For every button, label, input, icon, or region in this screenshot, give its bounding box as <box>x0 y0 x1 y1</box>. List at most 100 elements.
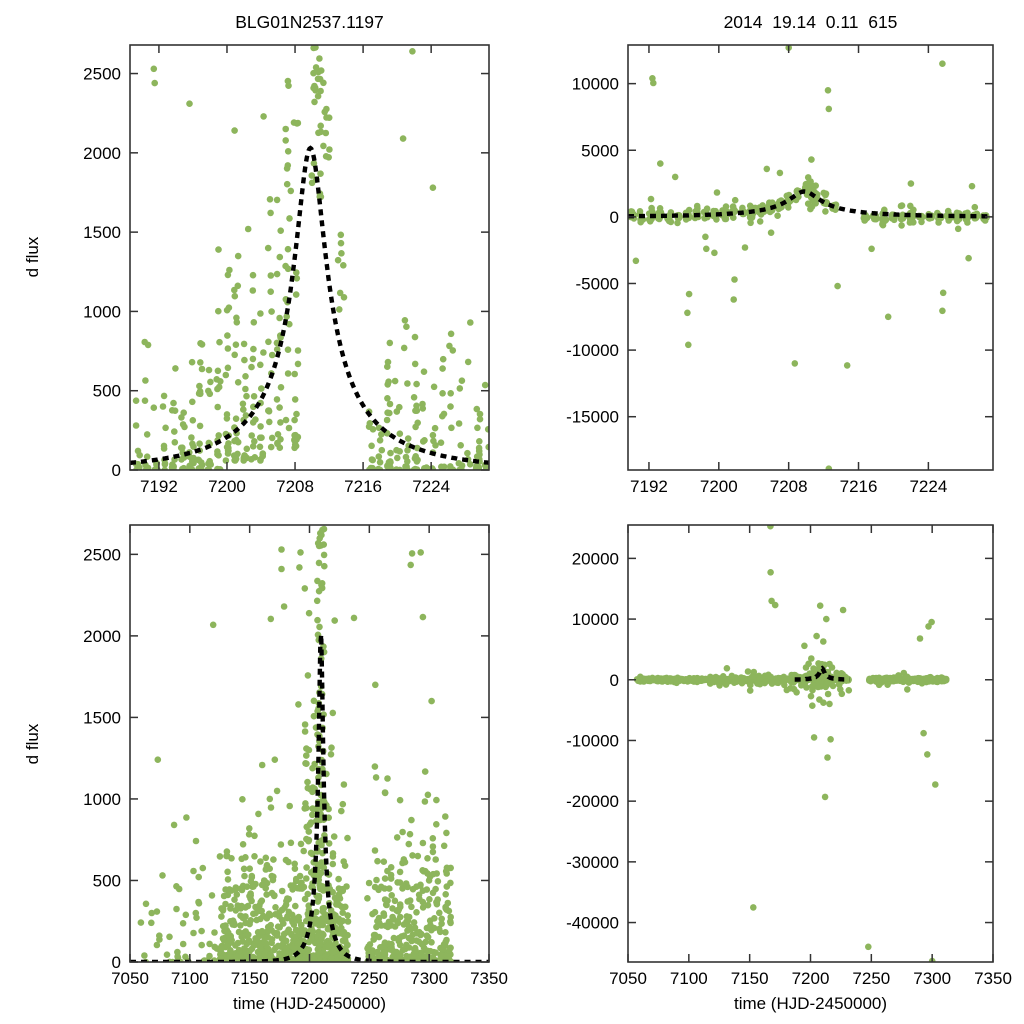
data-point <box>311 82 318 90</box>
data-point <box>447 403 454 410</box>
data-point <box>303 864 310 871</box>
data-point <box>250 403 257 411</box>
data-point <box>329 860 337 868</box>
data-point <box>839 606 847 614</box>
data-point <box>918 218 925 226</box>
data-point <box>384 381 392 388</box>
data-point <box>148 919 155 927</box>
data-point <box>247 917 254 924</box>
data-point <box>287 882 295 889</box>
data-point <box>196 422 204 430</box>
data-point <box>320 551 328 559</box>
data-point <box>429 431 437 439</box>
data-point <box>237 922 244 929</box>
data-point <box>258 881 266 889</box>
data-point <box>337 231 345 239</box>
data-point <box>414 419 422 427</box>
data-point <box>373 923 380 931</box>
scatter-points <box>628 45 990 470</box>
data-point <box>261 950 268 958</box>
data-point <box>239 796 246 803</box>
data-point <box>749 673 756 680</box>
data-point <box>232 942 239 949</box>
data-point <box>824 754 831 761</box>
data-point <box>224 332 231 339</box>
panel-bottom-left: 7050 7100 7150 7200 7250 7300 7350 0 500 1000 1500… <box>83 524 508 988</box>
data-point <box>439 355 447 363</box>
model-curve <box>794 665 850 682</box>
data-point <box>304 778 311 786</box>
data-point <box>315 895 323 903</box>
data-point <box>169 461 176 468</box>
data-point <box>701 676 709 684</box>
data-point <box>301 728 309 735</box>
data-point <box>389 947 397 955</box>
data-point <box>648 676 655 684</box>
data-point <box>179 920 187 927</box>
data-point <box>648 204 655 212</box>
data-point <box>897 202 905 210</box>
data-point <box>243 445 251 453</box>
data-point <box>287 839 295 847</box>
data-point <box>308 172 316 179</box>
data-point <box>256 443 264 451</box>
data-point <box>327 751 335 758</box>
plot-border <box>627 524 994 963</box>
data-point <box>388 892 396 899</box>
data-point <box>258 385 265 392</box>
data-point <box>694 205 701 212</box>
data-point <box>466 461 474 468</box>
data-point <box>464 449 471 457</box>
data-point <box>274 439 281 447</box>
data-point <box>391 377 399 385</box>
data-point <box>242 913 249 920</box>
data-point <box>322 129 330 137</box>
data-point <box>277 419 284 426</box>
data-point <box>250 319 258 326</box>
data-point <box>320 887 327 894</box>
data-point <box>291 860 299 868</box>
data-point <box>255 810 262 818</box>
scatter-points <box>137 525 455 962</box>
data-point <box>387 864 395 871</box>
panel-bottom-right: 7050 7100 7150 7200 7250 7300 7350 -40000 -30000… <box>566 524 1012 988</box>
data-point <box>303 760 310 767</box>
data-point <box>195 466 203 470</box>
data-point <box>446 342 453 350</box>
data-point <box>396 868 404 876</box>
data-point <box>381 885 388 892</box>
data-point <box>277 227 285 234</box>
data-point <box>485 443 489 451</box>
data-point <box>431 424 439 432</box>
data-point <box>282 125 290 133</box>
data-point <box>762 678 770 685</box>
data-point <box>282 262 289 270</box>
data-point <box>882 674 889 682</box>
data-point <box>739 204 746 212</box>
data-point <box>432 856 440 863</box>
data-point <box>211 958 219 962</box>
data-point <box>190 929 197 937</box>
data-point <box>781 681 788 689</box>
data-point <box>266 795 274 803</box>
data-point <box>387 871 395 879</box>
y-tick-label: 500 <box>93 871 121 890</box>
data-point <box>386 339 394 347</box>
data-point <box>205 466 213 470</box>
data-point <box>455 460 463 467</box>
data-point <box>408 816 415 824</box>
data-point <box>302 800 309 807</box>
data-point <box>869 675 876 683</box>
data-point <box>421 798 429 805</box>
x-tick-label: 7300 <box>410 969 448 988</box>
data-point <box>476 410 484 418</box>
data-point <box>195 898 202 906</box>
data-point <box>242 385 249 393</box>
data-point <box>713 216 720 223</box>
data-point <box>447 913 455 921</box>
data-point <box>284 77 292 85</box>
data-point <box>248 872 256 880</box>
data-point <box>232 886 239 894</box>
data-point <box>368 456 376 463</box>
